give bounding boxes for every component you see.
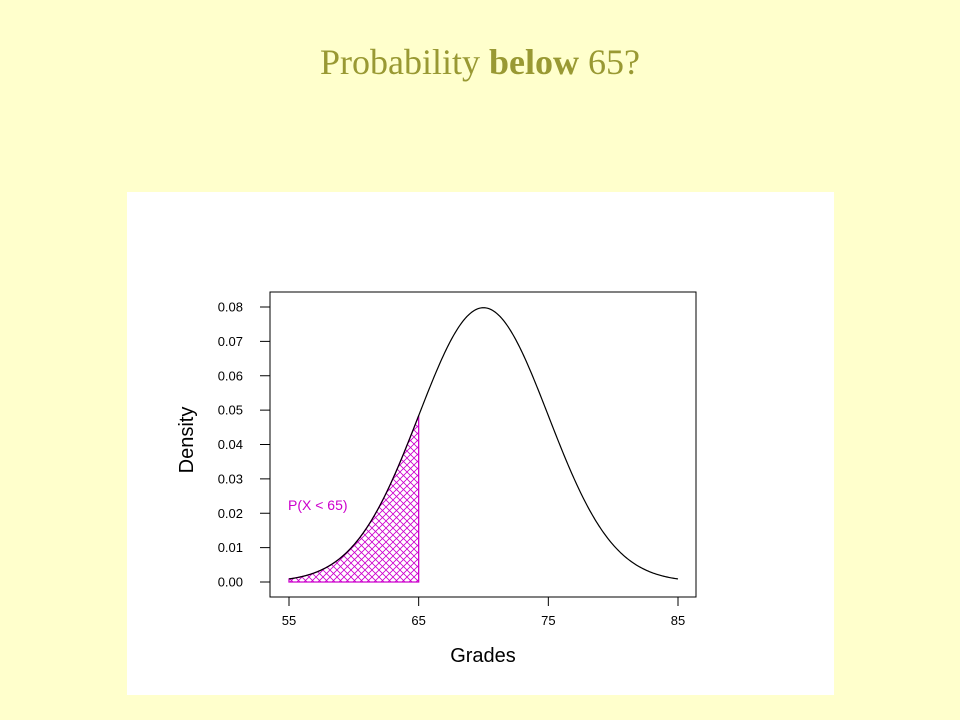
slide-title: Probability below 65?	[0, 40, 960, 84]
y-tick-label: 0.08	[218, 300, 243, 315]
y-tick-label: 0.01	[218, 540, 243, 555]
x-tick-label: 65	[411, 613, 425, 628]
y-axis: 0.00 0.01 0.02 0.03 0.04 0.05 0.06 0.07 0.08	[218, 300, 270, 590]
x-tick-label: 75	[541, 613, 555, 628]
y-axis-title: Density	[176, 407, 198, 474]
density-curve	[288, 307, 679, 580]
y-tick-label: 0.02	[218, 506, 243, 521]
y-tick-label: 0.04	[218, 437, 243, 452]
chart-panel: 0.00 0.01 0.02 0.03 0.04 0.05 0.06 0.07 0.08 55 6…	[127, 192, 834, 695]
probability-annotation: P(X < 65)	[288, 497, 348, 513]
y-tick-label: 0.00	[218, 575, 243, 590]
y-tick-label: 0.03	[218, 471, 243, 486]
x-tick-label: 85	[671, 613, 685, 628]
y-tick-label: 0.06	[218, 368, 243, 383]
title-bold-word: below	[489, 42, 579, 82]
y-tick-label: 0.07	[218, 334, 243, 349]
x-axis-title: Grades	[450, 645, 516, 667]
title-prefix: Probability	[320, 42, 480, 82]
plot-frame	[269, 291, 697, 598]
y-tick-label: 0.05	[218, 403, 243, 418]
title-suffix: 65?	[588, 42, 640, 82]
x-axis: 55 65 75 85	[282, 597, 685, 628]
x-tick-label: 55	[282, 613, 296, 628]
density-chart: 0.00 0.01 0.02 0.03 0.04 0.05 0.06 0.07 0.08 55 6…	[176, 291, 697, 667]
